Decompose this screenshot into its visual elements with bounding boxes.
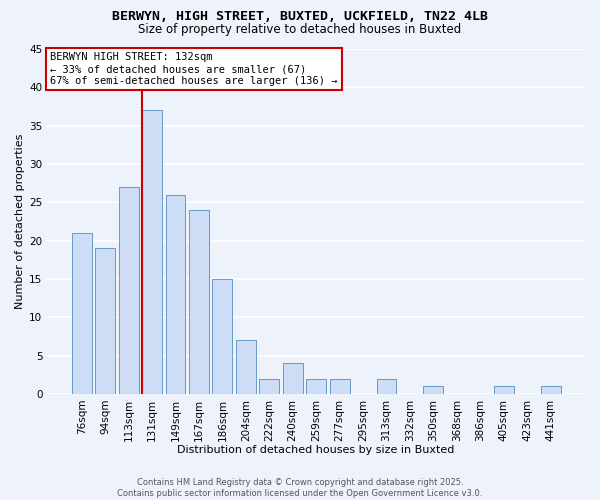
Y-axis label: Number of detached properties: Number of detached properties <box>15 134 25 309</box>
Bar <box>95 248 115 394</box>
X-axis label: Distribution of detached houses by size in Buxted: Distribution of detached houses by size … <box>178 445 455 455</box>
Bar <box>329 378 350 394</box>
Text: BERWYN, HIGH STREET, BUXTED, UCKFIELD, TN22 4LB: BERWYN, HIGH STREET, BUXTED, UCKFIELD, T… <box>112 10 488 23</box>
Bar <box>166 194 185 394</box>
Bar <box>259 378 279 394</box>
Bar <box>541 386 560 394</box>
Text: Size of property relative to detached houses in Buxted: Size of property relative to detached ho… <box>139 22 461 36</box>
Bar <box>283 363 302 394</box>
Bar <box>377 378 397 394</box>
Bar <box>119 187 139 394</box>
Bar <box>306 378 326 394</box>
Bar <box>189 210 209 394</box>
Bar <box>236 340 256 394</box>
Bar <box>72 233 92 394</box>
Bar <box>494 386 514 394</box>
Bar <box>142 110 162 394</box>
Bar <box>212 279 232 394</box>
Bar <box>424 386 443 394</box>
Text: Contains HM Land Registry data © Crown copyright and database right 2025.
Contai: Contains HM Land Registry data © Crown c… <box>118 478 482 498</box>
Text: BERWYN HIGH STREET: 132sqm
← 33% of detached houses are smaller (67)
67% of semi: BERWYN HIGH STREET: 132sqm ← 33% of deta… <box>50 52 337 86</box>
